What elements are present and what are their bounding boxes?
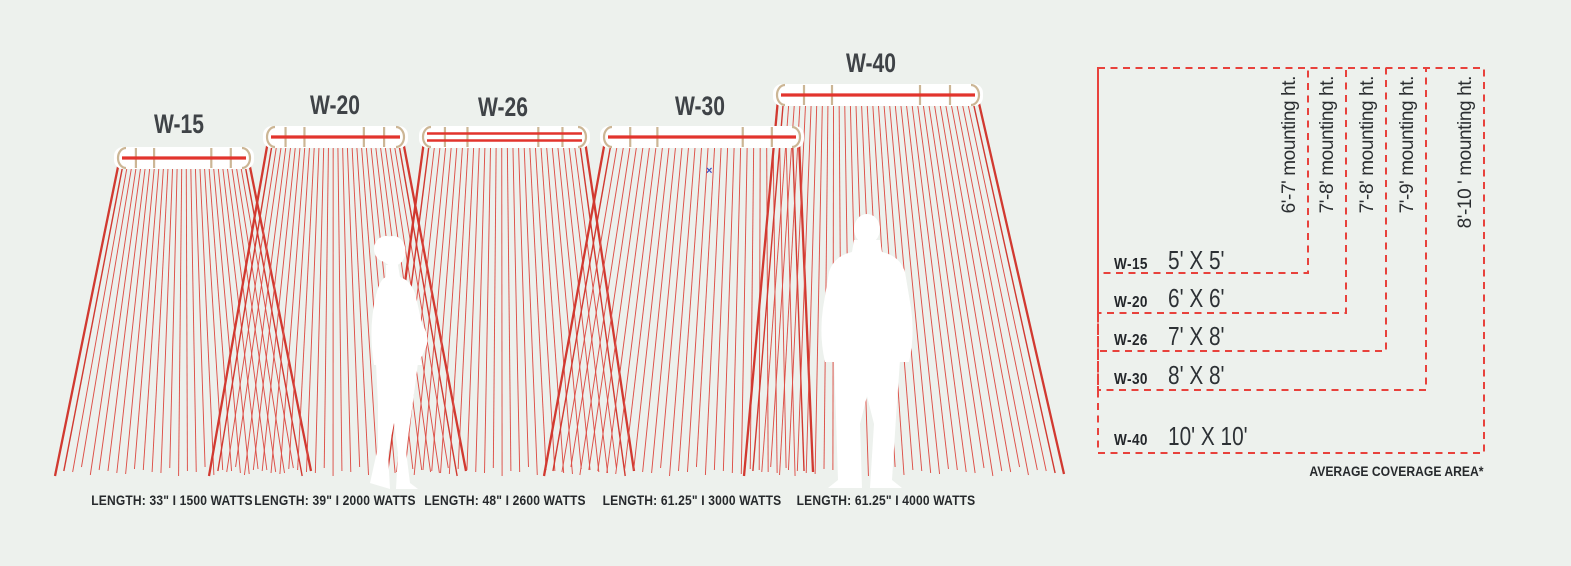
coverage-model-label: W-26 (1114, 332, 1148, 349)
heater-bar-W-20 (263, 125, 408, 149)
coverage-value: 8' X 8' (1167, 360, 1225, 390)
coverage-row-w15: W-15 5' X 5' (1114, 245, 1239, 275)
coverage-value: 6' X 6' (1167, 283, 1225, 313)
heater-bar-W-30 (600, 125, 804, 149)
coverage-model-label: W-15 (1114, 256, 1148, 273)
heater-bar-W-40 (773, 83, 983, 107)
coverage-model-label: W-40 (1114, 432, 1148, 449)
unit-title-w26: W-26 (478, 92, 528, 122)
heat-fan-W-15 (53, 161, 313, 477)
unit-title-w30: W-30 (675, 91, 725, 121)
coverage-value: 7' X 8' (1167, 321, 1225, 351)
coverage-row-w26: W-26 7' X 8' (1114, 321, 1239, 351)
mounting-height-label-w40: 8'-10 ' mounting ht. (1455, 76, 1476, 229)
unit-title-w15: W-15 (154, 109, 204, 139)
female-silhouette-icon (370, 236, 428, 489)
unit-spec-w26: LENGTH: 48" I 2600 WATTS (424, 492, 586, 508)
heater-bar-W-15 (114, 146, 254, 170)
mounting-height-label-w30: 7'-9' mounting ht. (1397, 76, 1418, 214)
mounting-height-label-w20: 7'-8' mounting ht. (1317, 76, 1338, 214)
coverage-box-W-40 (1097, 67, 1485, 454)
coverage-row-w40: W-40 10' X 10' (1114, 421, 1267, 451)
unit-spec-w30: LENGTH: 61.25" I 3000 WATTS (602, 492, 782, 508)
coverage-value: 5' X 5' (1167, 245, 1225, 275)
coverage-model-label: W-30 (1114, 371, 1148, 388)
footnote: AVERAGE COVERAGE AREA* (1309, 464, 1484, 479)
mounting-height-label-w15: 6'-7' mounting ht. (1279, 76, 1300, 214)
heat-fan-W-20 (207, 140, 468, 477)
coverage-row-w30: W-30 8' X 8' (1114, 360, 1239, 390)
male-silhouette-icon (821, 214, 913, 488)
coverage-row-w20: W-20 6' X 6' (1114, 283, 1239, 313)
mounting-height-label-w26: 7'-8' mounting ht. (1357, 76, 1378, 214)
unit-spec-w40: LENGTH: 61.25" I 4000 WATTS (796, 492, 976, 508)
coverage-value: 10' X 10' (1167, 421, 1248, 451)
heat-fan-W-30 (542, 140, 815, 477)
heater-bar-W-26 (419, 125, 590, 149)
unit-title-w40: W-40 (846, 48, 896, 78)
unit-spec-w15: LENGTH: 33" I 1500 WATTS (91, 492, 253, 508)
unit-spec-w20: LENGTH: 39" I 2000 WATTS (254, 492, 416, 508)
coverage-box-W-20 (1097, 67, 1347, 314)
coverage-model-label: W-20 (1114, 294, 1148, 311)
blue-x-marker: × (706, 165, 713, 177)
unit-title-w20: W-20 (310, 90, 360, 120)
